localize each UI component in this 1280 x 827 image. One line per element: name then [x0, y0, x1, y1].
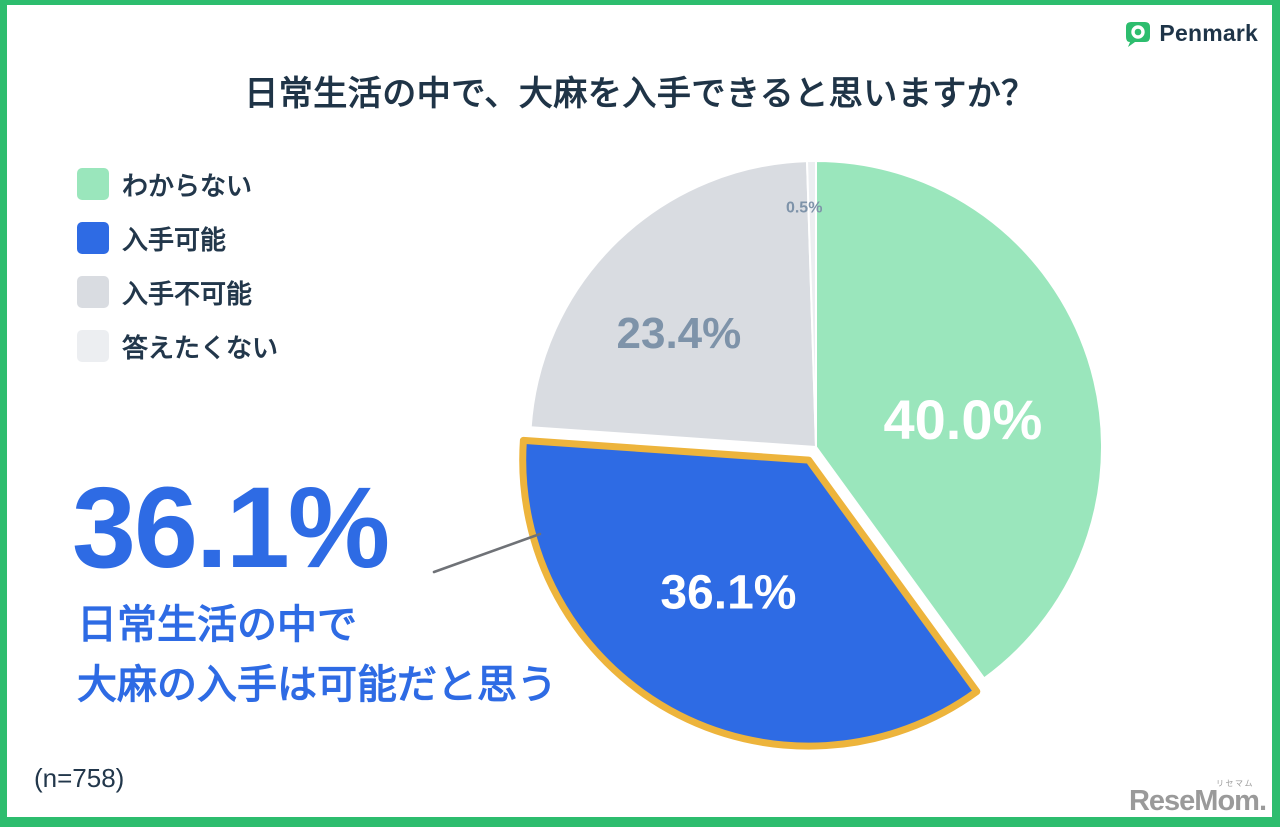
callout-text-line2: 大麻の入手は可能だと思う [77, 663, 557, 707]
legend-label: 入手不可能 [122, 278, 253, 309]
sample-size: (n=758) [34, 763, 125, 793]
legend-label: 入手可能 [122, 224, 227, 255]
pie-slice-label-1: 36.1% [660, 567, 796, 620]
callout-text-line1: 日常生活の中で [77, 603, 357, 647]
pie-chart: 40.0% 36.1% 23.4% 0.5% [519, 159, 1103, 750]
legend-swatch [77, 168, 109, 200]
pie-slice-1 [519, 436, 981, 750]
brand-name: Penmark [1159, 20, 1258, 46]
chart-legend: わからない 入手可能 入手不可能 答えたくない [77, 168, 278, 384]
legend-item-nyushu-kanou: 入手可能 [77, 222, 278, 255]
legend-swatch [77, 330, 109, 362]
callout-percentage: 36.1% [72, 464, 390, 592]
pie-slice-2 [529, 160, 817, 448]
pie-slice-label-0: 40.0% [884, 388, 1043, 451]
resemom-logo-text: ReseMom. [1128, 785, 1267, 817]
penmark-chat-bubble-icon [1126, 21, 1151, 47]
legend-swatch [77, 276, 109, 308]
pie-slice-label-3: 0.5% [786, 199, 822, 216]
legend-label: わからない [122, 170, 253, 201]
pie-slice-label-2: 23.4% [617, 309, 742, 358]
pie-slice-3 [806, 159, 817, 448]
chart-title: 日常生活の中で、大麻を入手できると思いますか？ [244, 75, 1036, 113]
legend-item-nyushu-fukanou: 入手不可能 [77, 276, 278, 309]
resemom-ruby-text: リセマム [1216, 779, 1254, 788]
penmark-brand: Penmark [1125, 20, 1258, 47]
legend-label: 答えたくない [122, 332, 279, 363]
legend-item-wakaranai: わからない [77, 168, 278, 201]
resemom-watermark: リセマム ReseMom. [1128, 779, 1267, 818]
callout-connector-line [432, 532, 542, 574]
pie-slice-0 [815, 160, 1103, 680]
legend-swatch [77, 222, 109, 254]
legend-item-kotaetakunai: 答えたくない [77, 330, 279, 363]
